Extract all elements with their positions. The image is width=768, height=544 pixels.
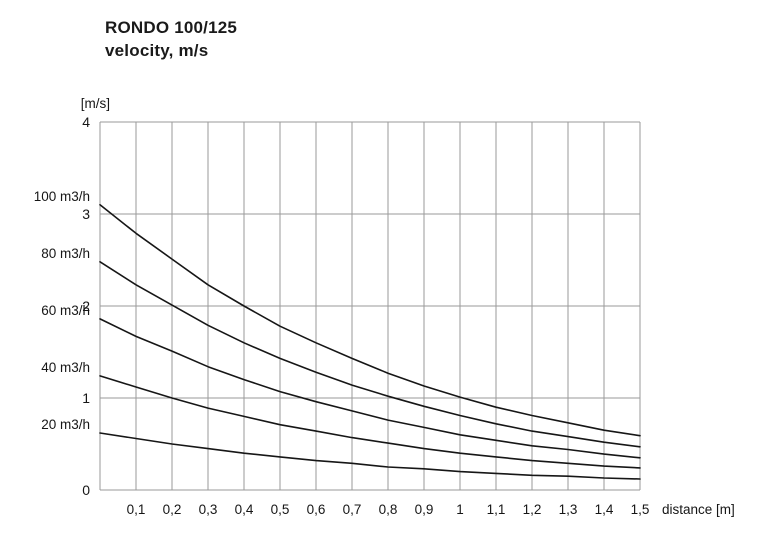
chart-subtitle: velocity, m/s: [105, 41, 209, 60]
y-tick-label: 3: [82, 206, 90, 222]
series-curve-20-m3-h: [99, 432, 641, 480]
x-tick-label: 0,1: [127, 502, 146, 517]
x-tick-label: 1,2: [523, 502, 542, 517]
x-tick-label: 1,4: [595, 502, 614, 517]
series-label: 100 m3/h: [34, 189, 90, 204]
series-curve-80-m3-h: [99, 260, 641, 448]
y-tick-label: 1: [82, 390, 90, 406]
chart-title: RONDO 100/125: [105, 18, 238, 37]
x-axis-label: distance [m]: [662, 502, 735, 517]
y-tick-label: 4: [82, 114, 90, 130]
series-curve-60-m3-h: [99, 318, 641, 459]
x-tick-label: 0,4: [235, 502, 254, 517]
y-axis-unit-label: [m/s]: [81, 96, 110, 111]
x-tick-label: 0,8: [379, 502, 398, 517]
x-tick-label: 0,6: [307, 502, 326, 517]
y-tick-label: 2: [82, 298, 90, 314]
x-tick-label: 0,2: [163, 502, 182, 517]
series-label: 40 m3/h: [41, 360, 90, 375]
x-tick-label: 0,9: [415, 502, 434, 517]
x-tick-label: 1,5: [631, 502, 650, 517]
x-tick-label: 1,1: [487, 502, 506, 517]
x-tick-label: 0,7: [343, 502, 362, 517]
series-curve-40-m3-h: [99, 375, 641, 469]
x-tick-label: 0,5: [271, 502, 290, 517]
series-label: 80 m3/h: [41, 246, 90, 261]
x-tick-label: 1,3: [559, 502, 578, 517]
x-tick-label: 1: [456, 502, 464, 517]
chart-header: RONDO 100/125 velocity, m/s: [105, 16, 237, 62]
series-label: 60 m3/h: [41, 303, 90, 318]
y-tick-label: 0: [82, 482, 90, 498]
x-tick-label: 0,3: [199, 502, 218, 517]
series-label: 20 m3/h: [41, 417, 90, 432]
series-curve-100-m3-h: [99, 204, 641, 437]
